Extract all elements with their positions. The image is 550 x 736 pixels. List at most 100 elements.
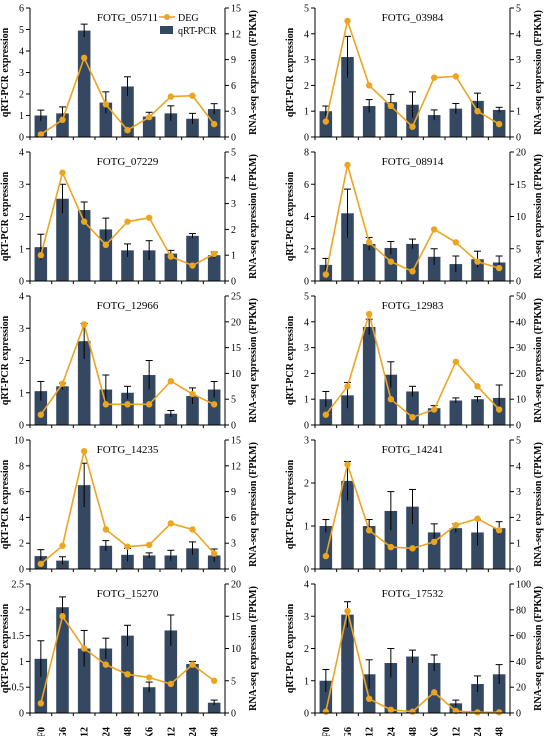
right-tick-label: 5 — [516, 244, 521, 255]
right-tick-label: 12 — [231, 461, 241, 472]
deg-point-k6 — [430, 406, 438, 413]
panel-title: FOTG_17532 — [382, 588, 444, 600]
deg-point-k24 — [189, 661, 196, 668]
deg-point-f0 — [37, 411, 45, 418]
x-tick-label: G12 — [365, 727, 376, 736]
qrt-pcr-bar-k12 — [164, 630, 178, 713]
left-tick-label: 6 — [19, 4, 24, 15]
deg-point-k12 — [452, 521, 460, 529]
left-tick-label: 4 — [304, 580, 309, 591]
deg-point-f0 — [322, 118, 330, 125]
y-axis-title: qRT-PCR expression — [285, 27, 296, 117]
left-tick-label: 1 — [19, 244, 24, 255]
right-tick-label: 15 — [231, 612, 241, 623]
deg-point-g6 — [59, 169, 66, 176]
x-tick-label: K24 — [188, 727, 199, 736]
left-tick-label: 0 — [304, 421, 309, 432]
deg-point-g12 — [365, 310, 373, 318]
legend-qrt-pcr-label: qRT-PCR — [178, 26, 217, 37]
deg-point-g24 — [102, 401, 110, 408]
deg-point-g12 — [80, 54, 88, 62]
panel-title: FOTG_12983 — [382, 300, 444, 312]
y-axis-title: qRT-PCR expression — [0, 603, 11, 693]
x-tick-label: G48 — [123, 727, 134, 736]
left-tick-label: 3 — [304, 343, 309, 354]
deg-point-k6 — [145, 401, 153, 408]
x-tick-label: F0 — [321, 727, 332, 736]
x-tick-label: K12 — [166, 727, 177, 736]
left-tick-label: 3 — [304, 612, 309, 623]
qrt-pcr-bar-g48 — [406, 104, 419, 137]
deg-point-g48 — [409, 268, 416, 275]
deg-point-k6 — [430, 226, 438, 233]
right-tick-label: 6 — [231, 513, 236, 524]
qrt-pcr-bar-g24 — [99, 545, 113, 569]
chart-panel-fotg-14235: 0 2 4 6 8 10 0 3 6 9 12 15 FOTG_14235 qRT-PCR express… — [0, 436, 259, 576]
left-tick-label: 1 — [304, 522, 309, 533]
right-tick-label: 25 — [231, 292, 241, 303]
deg-point-k24 — [189, 526, 196, 533]
panel-title: FOTG_05711 — [97, 12, 158, 24]
qrt-pcr-bar-g48 — [121, 554, 134, 569]
left-tick-label: 1 — [19, 657, 24, 668]
y-axis-title: qRT-PCR expression — [285, 315, 296, 405]
right-tick-label: 12 — [231, 29, 241, 40]
left-tick-label: 1 — [304, 395, 309, 406]
left-tick-label: 6 — [304, 180, 309, 191]
x-tick-label: K24 — [473, 727, 484, 736]
right-tick-label: 20 — [516, 683, 526, 694]
deg-point-k6 — [145, 674, 153, 681]
x-tick-label: K48 — [210, 727, 221, 736]
panel-title: FOTG_15270 — [97, 588, 159, 600]
right-tick-label: 20 — [231, 580, 241, 591]
y2-axis-title: RNA-seq expression (FPKM) — [533, 154, 544, 279]
qrt-pcr-bar-k24 — [186, 118, 199, 137]
y2-axis-title: RNA-seq expression (FPKM) — [533, 298, 544, 423]
right-tick-label: 20 — [516, 148, 526, 159]
left-tick-label: 2 — [304, 644, 309, 655]
deg-point-g6 — [59, 116, 66, 124]
right-tick-label: 30 — [516, 343, 526, 354]
deg-point-f0 — [37, 700, 45, 707]
left-tick-label: 0 — [19, 277, 24, 288]
qrt-pcr-bar-k24 — [186, 663, 199, 713]
right-tick-label: 5 — [231, 676, 236, 687]
left-tick-label: 2 — [304, 369, 309, 380]
chart-panel-fotg-14241: 0 1 2 3 0 1 2 3 4 5 FOTG_14241 qRT-PCR expression RN… — [285, 436, 544, 576]
deg-point-k48 — [495, 120, 503, 128]
qrt-pcr-bar-g12 — [362, 243, 376, 281]
right-tick-label: 5 — [516, 4, 521, 15]
left-tick-label: 5 — [304, 4, 309, 15]
qrt-pcr-bar-k24 — [471, 259, 484, 281]
legend-deg-label: DEG — [178, 13, 199, 24]
qrt-pcr-bar-k6 — [427, 663, 441, 713]
right-tick-label: 40 — [516, 317, 526, 328]
y2-axis-title: RNA-seq expression (FPKM) — [533, 10, 544, 135]
deg-point-g48 — [124, 218, 131, 225]
deg-point-k6 — [145, 214, 153, 221]
deg-point-k48 — [210, 550, 218, 557]
right-tick-label: 0 — [231, 277, 236, 288]
left-tick-label: 0 — [19, 421, 24, 432]
left-tick-label: 2.5 — [12, 580, 25, 591]
left-tick-label: 5 — [19, 25, 24, 36]
right-tick-label: 15 — [231, 343, 241, 354]
qrt-pcr-bar-k24 — [471, 100, 484, 137]
qrt-pcr-bar-k12 — [449, 400, 463, 425]
deg-point-k12 — [167, 680, 175, 688]
deg-point-g24 — [102, 661, 110, 668]
qrt-pcr-bar-g6 — [341, 480, 354, 569]
left-tick-label: 3 — [304, 55, 309, 66]
deg-point-k12 — [452, 239, 460, 246]
left-tick-label: 8 — [304, 148, 309, 159]
qrt-pcr-bar-k6 — [427, 256, 441, 281]
left-tick-label: 3 — [304, 436, 309, 447]
deg-point-g6 — [59, 542, 66, 549]
right-tick-label: 15 — [231, 436, 241, 447]
right-tick-label: 9 — [231, 55, 236, 66]
deg-point-k12 — [452, 73, 460, 80]
qrt-pcr-bar-f0 — [34, 391, 48, 425]
x-tick-label: G12 — [80, 727, 91, 736]
